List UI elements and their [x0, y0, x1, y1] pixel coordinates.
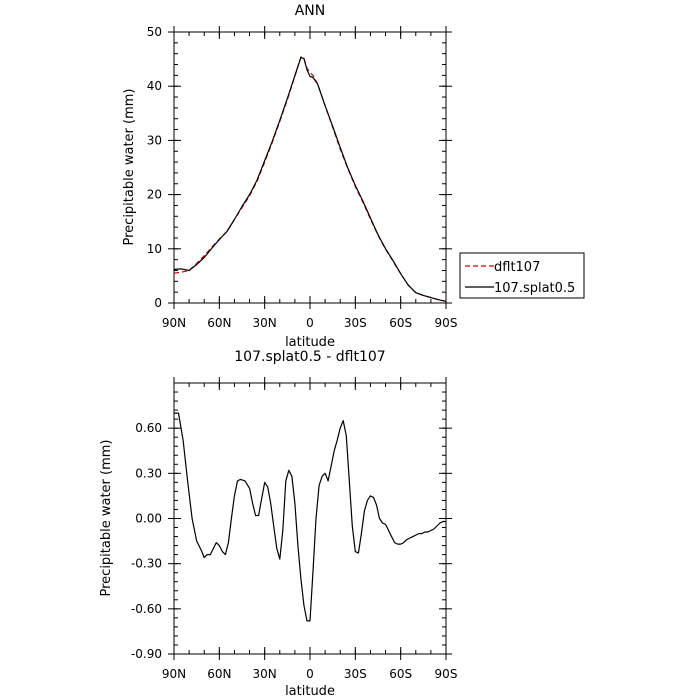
top-y-tick-label: 0 — [154, 296, 162, 310]
top-plot-frame — [173, 31, 447, 304]
bottom-y-tick-label: 0.60 — [135, 421, 162, 435]
top-x-tick-label: 30N — [253, 316, 277, 330]
bottom-x-tick-label: 90S — [435, 667, 458, 681]
bottom-y-tick-label: -0.60 — [131, 602, 162, 616]
bottom-x-tick-label: 30N — [253, 667, 277, 681]
legend-label-dflt107: dflt107 — [494, 260, 540, 275]
top-x-tick-label: 90S — [435, 316, 458, 330]
top-x-tick-label: 60N — [207, 316, 231, 330]
legend-label-107-splat0-5: 107.splat0.5 — [494, 281, 575, 296]
top-series-line-1 — [173, 56, 447, 302]
bottom-chart-title: 107.splat0.5 - dflt107 — [234, 349, 385, 365]
top-x-tick-label: 30S — [344, 316, 367, 330]
bottom-x-axis-label: latitude — [285, 684, 335, 699]
top-x-tick-label: 90N — [162, 316, 186, 330]
top-series-lines — [173, 56, 447, 302]
bottom-y-axis-label: Precipitable water (mm) — [99, 440, 114, 597]
top-y-tick-label: 40 — [147, 79, 162, 93]
top-y-tick-label: 10 — [147, 242, 162, 256]
top-y-ticks: 0 10 20 30 40 50 — [147, 25, 452, 310]
bottom-y-tick-label: 0.00 — [135, 512, 162, 526]
bottom-panel: 107.splat0.5 - dflt107 -0.90 -0.60 -0.30 0.… — [99, 349, 457, 699]
top-x-tick-label: 60S — [389, 316, 412, 330]
top-y-tick-label: 20 — [147, 188, 162, 202]
bottom-series-line-0 — [174, 412, 446, 622]
bottom-x-tick-label: 60S — [389, 667, 412, 681]
legend-box — [459, 252, 585, 299]
top-y-tick-label: 30 — [147, 133, 162, 147]
bottom-y-tick-label: -0.90 — [131, 647, 162, 661]
bottom-y-ticks: -0.90 -0.60 -0.30 0.00 0.30 0.60 — [131, 382, 452, 661]
bottom-y-tick-label: 0.30 — [135, 466, 162, 480]
top-x-ticks: 90N 60N 30N 0 30S 60S 90S — [162, 26, 458, 330]
top-x-axis-label: latitude — [285, 335, 335, 350]
bottom-x-tick-label: 30S — [344, 667, 367, 681]
bottom-y-tick-label: -0.30 — [131, 557, 162, 571]
legend: dflt107 107.splat0.5 — [459, 252, 585, 299]
top-series-line-0 — [173, 56, 447, 302]
bottom-series-lines — [174, 412, 446, 622]
bottom-x-tick-label: 90N — [162, 667, 186, 681]
top-chart-title: ANN — [295, 3, 326, 19]
top-y-axis-label: Precipitable water (mm) — [122, 89, 137, 246]
top-panel: ANN 0 10 20 30 40 50 90N 60N 30N 0 30S 60S 90S lati… — [122, 3, 585, 350]
bottom-x-tick-label: 60N — [207, 667, 231, 681]
bottom-x-ticks: 90N 60N 30N 0 30S 60S 90S — [162, 377, 458, 681]
bottom-x-tick-label: 0 — [306, 667, 314, 681]
top-y-tick-label: 50 — [147, 25, 162, 39]
top-x-tick-label: 0 — [306, 316, 314, 330]
